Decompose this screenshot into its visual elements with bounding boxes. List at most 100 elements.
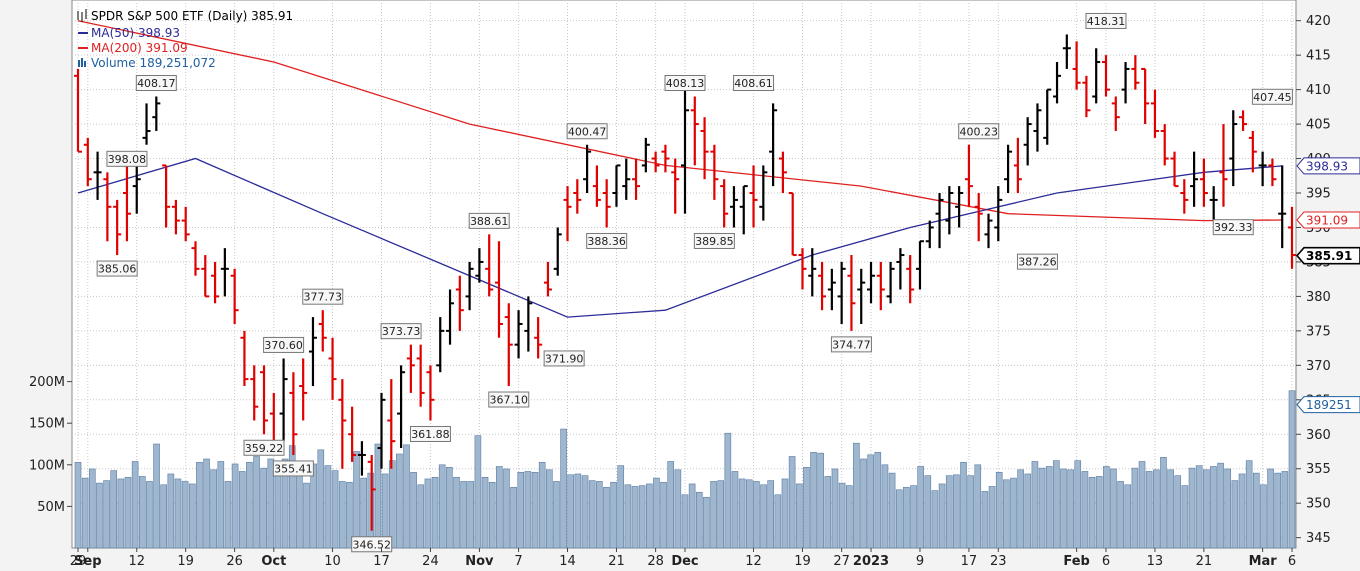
ohlc-bar	[837, 261, 846, 324]
ohlc-bar	[93, 151, 102, 200]
callout-box	[693, 232, 735, 249]
callout-label: 408.17	[137, 77, 176, 90]
ohlc-bar	[808, 248, 817, 297]
time-tick-label: Feb	[1063, 554, 1089, 569]
volume-tick-label: 100M	[29, 458, 65, 473]
callout-label: 367.10	[490, 394, 529, 407]
time-tick-label: 27	[833, 554, 850, 569]
price-tag: 391.09	[1296, 211, 1360, 229]
volume-tick-label: 50M	[37, 500, 65, 515]
time-tick-label: 14	[559, 554, 576, 569]
ohlc-bar	[1121, 62, 1130, 104]
volume-bar	[860, 458, 867, 549]
time-tick-label: 29	[70, 554, 87, 569]
ohlc-bar	[1258, 151, 1267, 187]
volume-bar	[574, 473, 582, 549]
price-callout: 385.06	[96, 260, 138, 277]
ohlc-bar	[220, 248, 229, 297]
price-callout: 373.73	[380, 323, 422, 340]
volume-bar	[231, 463, 239, 549]
volume-bar	[410, 471, 417, 549]
volume-bar	[731, 471, 739, 549]
ohlc-bar	[279, 358, 288, 442]
volume-bar	[581, 475, 589, 549]
callout-label: 398.08	[108, 153, 147, 166]
volume-bar	[324, 465, 332, 549]
volume-bar	[88, 468, 96, 549]
volume-bar	[474, 435, 482, 549]
callout-box	[135, 75, 177, 92]
volume-bar	[274, 471, 282, 549]
time-tick-label: 12	[128, 554, 145, 569]
ma50-legend-label: MA(50) 398.93	[91, 26, 180, 40]
ohlc-bar	[1101, 55, 1110, 97]
volume-bar	[481, 476, 489, 549]
ma200-legend-label: MA(200) 391.09	[91, 41, 188, 55]
time-tick-label: 26	[226, 554, 243, 569]
volume-bar	[246, 462, 253, 549]
volume-bar	[888, 472, 896, 549]
volume-bar	[203, 458, 210, 549]
ohlc-bar	[1072, 41, 1081, 90]
volume-bar	[774, 494, 782, 549]
volume-tick-label: 200M	[29, 375, 65, 390]
chart-title: SPDR S&P 500 ETF (Daily) 385.91	[91, 9, 293, 23]
volume-bar	[938, 483, 946, 549]
volume-bar	[688, 483, 696, 549]
price-tick-label: 360	[1306, 428, 1331, 443]
price-callout: 418.31	[1085, 12, 1127, 29]
ohlc-bar	[602, 179, 611, 228]
volume-bar	[374, 443, 382, 549]
volume-bar	[838, 482, 846, 549]
ohlc-bar	[769, 103, 778, 187]
callout-label: 388.61	[470, 215, 509, 228]
ohlc-bar	[1131, 55, 1140, 90]
volume-bar	[1038, 467, 1046, 549]
ohlc-bar	[720, 179, 729, 228]
volume-bar	[281, 458, 289, 549]
ohlc-bar	[122, 165, 131, 242]
volume-bar	[895, 489, 903, 549]
volume-bar	[288, 445, 296, 549]
ohlc-bar	[318, 310, 327, 352]
volume-bar	[910, 485, 917, 549]
time-tick-label: 19	[794, 554, 811, 569]
callout-box	[586, 232, 628, 249]
callout-box	[302, 288, 344, 305]
ohlc-bar	[964, 144, 973, 207]
volume-bar	[981, 491, 989, 549]
ohlc-bar	[671, 158, 680, 214]
price-callout: 400.23	[958, 123, 1000, 140]
ohlc-bar	[377, 392, 386, 469]
ohlc-bar	[83, 137, 92, 187]
ohlc-bar	[1190, 151, 1199, 207]
volume-bar	[845, 485, 853, 549]
callout-box	[488, 391, 530, 408]
volume-bar	[974, 464, 982, 549]
ohlc-bar	[1141, 67, 1150, 125]
ohlc-bar	[641, 137, 650, 173]
ohlc-bar	[994, 186, 1003, 242]
time-tick-label: Mar	[1249, 554, 1278, 569]
volume-bar	[1167, 469, 1174, 549]
callout-box	[566, 123, 608, 140]
ohlc-bar	[553, 227, 562, 276]
ohlc-bar	[573, 179, 582, 214]
volume-bar	[717, 480, 725, 549]
price-tick-label: 410	[1306, 83, 1331, 98]
legend: SPDR S&P 500 ETF (Daily) 385.91 MA(50) 3…	[77, 9, 293, 70]
price-tag-label: 391.09	[1306, 213, 1348, 227]
ohlc-bar	[906, 255, 915, 304]
price-callout: 388.61	[468, 212, 510, 229]
volume-bar	[631, 486, 639, 549]
volume-bar	[995, 471, 1003, 549]
volume-bar	[396, 453, 403, 549]
callout-label: 346.52	[352, 538, 391, 551]
volume-bar	[1160, 457, 1167, 549]
callout-box	[1016, 253, 1058, 270]
volume-bar	[760, 484, 767, 549]
volume-bar	[1024, 473, 1032, 549]
volume-bar	[824, 476, 832, 549]
ohlc-bar	[622, 158, 631, 200]
time-tick-label: 28	[647, 554, 664, 569]
